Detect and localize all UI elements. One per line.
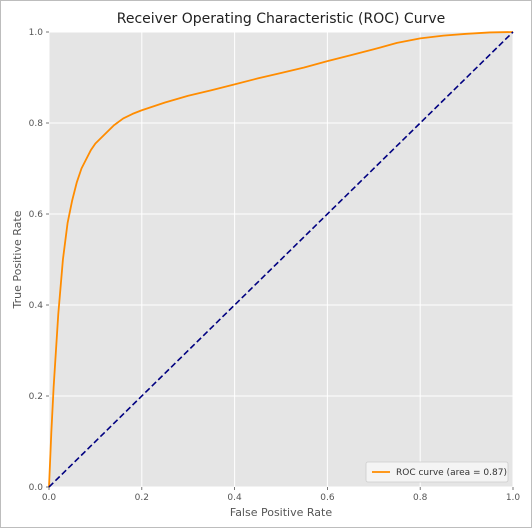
legend: ROC curve (area = 0.87)	[365, 461, 509, 483]
x-tick-label: 0.6	[320, 493, 335, 503]
roc-curve-line	[48, 31, 514, 488]
grid-lines	[48, 31, 514, 488]
y-tick-label: 0.4	[29, 301, 44, 311]
x-tick-label: 0.8	[413, 493, 428, 503]
series-layer	[48, 31, 514, 488]
x-axis-label: False Positive Rate	[230, 506, 332, 519]
x-tick-label: 0.0	[42, 493, 57, 503]
y-tick-label: 0.6	[29, 210, 44, 220]
y-tick-label: 1.0	[29, 28, 44, 38]
x-tick-label: 0.2	[135, 493, 149, 503]
tick-labels: 0.0 0.2 0.4 0.6 0.8 1.0 0.0 0.2 0.4 0.6 0.8 1.0	[29, 28, 521, 503]
x-tick-label: 1.0	[506, 493, 521, 503]
chance-diagonal-line	[48, 31, 514, 488]
y-tick-label: 0.2	[29, 392, 43, 402]
y-tick-label: 0.0	[29, 483, 44, 493]
legend-box	[365, 461, 509, 483]
y-axis-label: True Positive Rate	[11, 210, 24, 309]
legend-entry-label: ROC curve (area = 0.87)	[396, 468, 507, 478]
chart-title: Receiver Operating Characteristic (ROC) …	[117, 11, 446, 27]
x-tick-label: 0.4	[227, 493, 242, 503]
y-tick-label: 0.8	[29, 119, 44, 129]
